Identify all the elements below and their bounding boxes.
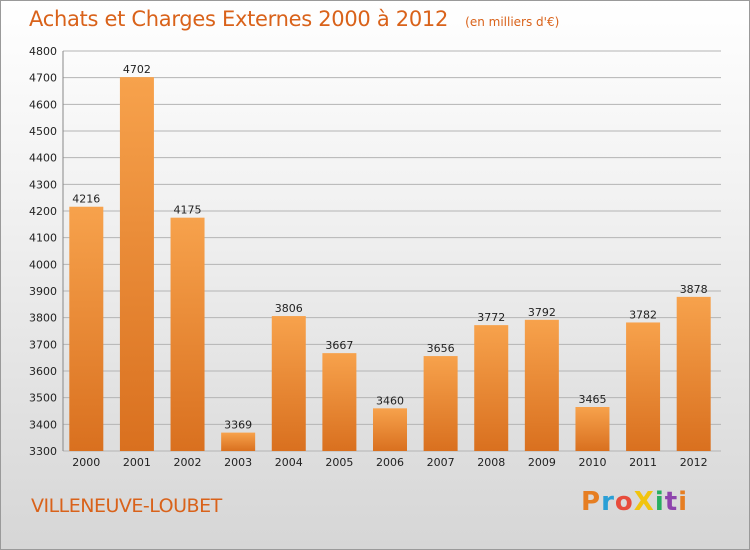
y-tick-label: 4400 (29, 152, 57, 165)
logo-letter: o (614, 487, 634, 517)
data-label-2008: 3772 (477, 311, 505, 324)
data-label-2002: 4175 (174, 204, 202, 217)
bars (69, 77, 711, 451)
x-tick-label: 2003 (224, 456, 252, 469)
logo-letter: r (601, 487, 615, 517)
x-tick-label: 2006 (376, 456, 404, 469)
proxiti-logo[interactable]: ProXiti (581, 487, 688, 517)
data-label-2010: 3465 (578, 393, 606, 406)
data-label-2004: 3806 (275, 302, 303, 315)
chart-subtitle: (en milliers d'€) (465, 15, 560, 29)
bar-2004 (271, 316, 306, 451)
y-tick-label: 4200 (29, 205, 57, 218)
grid-lines (62, 50, 721, 452)
data-label-2009: 3792 (528, 306, 556, 319)
y-tick-label: 4000 (29, 258, 57, 271)
y-tick-label: 4300 (29, 178, 57, 191)
x-tick-label: 2007 (427, 456, 455, 469)
x-tick-label: 2002 (174, 456, 202, 469)
x-axis-ticks: 2000 2001 2002 2003 2004 2005 2006 2007 2008 2009… (72, 456, 707, 469)
y-tick-label: 4800 (29, 45, 57, 58)
x-tick-label: 2004 (275, 456, 303, 469)
x-tick-label: 2008 (477, 456, 505, 469)
y-tick-label: 3500 (29, 392, 57, 405)
logo-letter: i (654, 487, 665, 517)
x-tick-label: 2011 (629, 456, 657, 469)
place-name: VILLENEUVE-LOUBET (31, 495, 222, 517)
bar-2010 (575, 407, 610, 451)
bar-2005 (322, 353, 357, 451)
y-tick-label: 3300 (29, 445, 57, 458)
y-axis-ticks: 3300 3400 3500 3600 3700 3800 3900 4000 4100 4200… (29, 45, 57, 458)
bar-2011 (626, 322, 661, 451)
bar-2007 (423, 356, 458, 451)
logo-letter: X (633, 487, 655, 517)
title-row: Achats et Charges Externes 2000 à 2012 (… (29, 7, 559, 31)
data-label-2001: 4702 (123, 63, 151, 76)
logo-letter: t (664, 487, 679, 517)
chart-title: Achats et Charges Externes 2000 à 2012 (29, 7, 449, 31)
x-tick-label: 2001 (123, 456, 151, 469)
logo-letter: P (581, 487, 602, 517)
y-tick-label: 3700 (29, 338, 57, 351)
data-label-2000: 4216 (72, 193, 100, 206)
data-label-2007: 3656 (427, 342, 455, 355)
y-tick-label: 3800 (29, 312, 57, 325)
y-tick-label: 4600 (29, 98, 57, 111)
x-tick-label: 2005 (325, 456, 353, 469)
data-labels: 4216 4702 4175 3369 3806 3667 3460 3656 3772 3792… (72, 63, 707, 431)
data-label-2003: 3369 (224, 419, 252, 432)
bar-2009 (524, 319, 559, 451)
bar-2001 (119, 77, 154, 451)
x-tick-label: 2012 (680, 456, 708, 469)
x-tick-label: 2009 (528, 456, 556, 469)
y-tick-label: 4100 (29, 232, 57, 245)
x-tick-label: 2000 (72, 456, 100, 469)
bar-2002 (170, 217, 205, 451)
y-tick-label: 3600 (29, 365, 57, 378)
y-tick-label: 4700 (29, 72, 57, 85)
y-tick-label: 3400 (29, 418, 57, 431)
y-tick-label: 3900 (29, 285, 57, 298)
bar-2012 (676, 296, 711, 451)
x-tick-label: 2010 (578, 456, 606, 469)
bar-2006 (373, 408, 407, 451)
data-label-2011: 3782 (629, 308, 657, 321)
bar-2008 (474, 325, 509, 451)
data-label-2005: 3667 (325, 339, 353, 352)
y-tick-label: 4500 (29, 125, 57, 138)
data-label-2012: 3878 (680, 283, 708, 296)
bar-2000 (69, 206, 104, 451)
logo-letter: i (678, 487, 689, 517)
data-label-2006: 3460 (376, 394, 404, 407)
bar-2003 (221, 432, 256, 451)
